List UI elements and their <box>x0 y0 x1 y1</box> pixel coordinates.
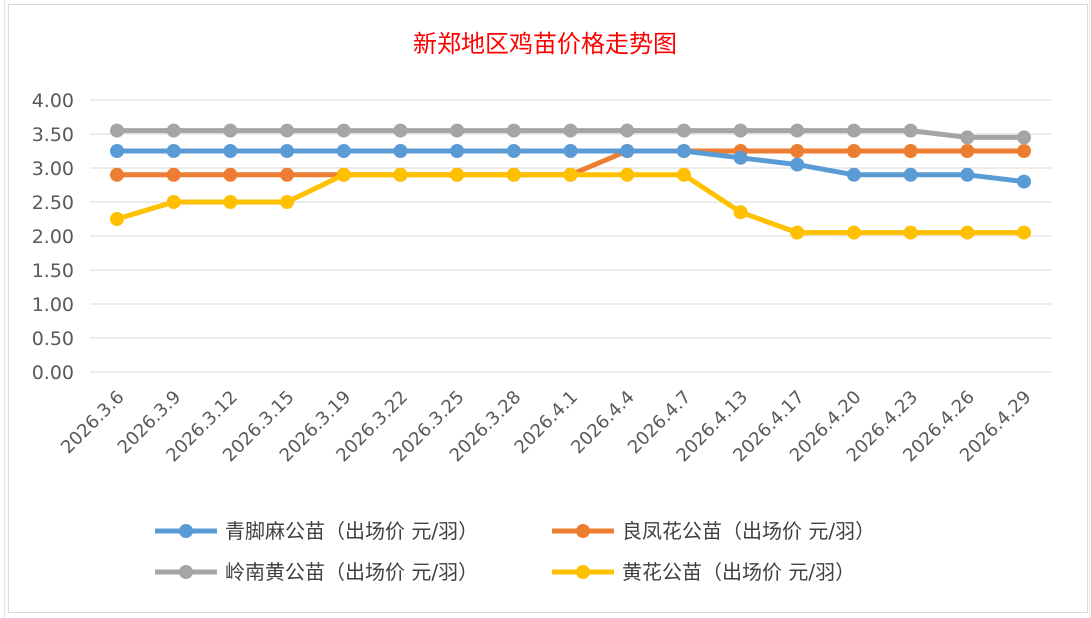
y-tick-label: 3.50 <box>32 124 74 146</box>
y-tick-label: 3.00 <box>32 158 74 180</box>
legend-entry[interactable]: 良凤花公苗（出场价 元/羽） <box>552 519 875 543</box>
data-point[interactable] <box>903 123 918 138</box>
y-tick-label: 4.00 <box>32 90 74 112</box>
y-tick-label: 1.50 <box>32 260 74 282</box>
data-point[interactable] <box>166 123 181 138</box>
data-point[interactable] <box>733 150 748 165</box>
data-point[interactable] <box>450 144 465 158</box>
data-point[interactable] <box>903 225 918 240</box>
data-point[interactable] <box>336 123 351 138</box>
data-point[interactable] <box>393 167 408 182</box>
data-point[interactable] <box>960 225 975 240</box>
data-point[interactable] <box>790 225 805 240</box>
data-point[interactable] <box>166 195 181 209</box>
data-point[interactable] <box>563 167 578 182</box>
data-point[interactable] <box>393 144 408 158</box>
data-point[interactable] <box>110 167 124 182</box>
x-axis-ticks: 2026.3.62026.3.92026.3.122026.3.152026.3… <box>57 387 1036 467</box>
legend-entry[interactable]: 黄花公苗（出场价 元/羽） <box>552 560 855 584</box>
data-point[interactable] <box>506 123 521 138</box>
data-point[interactable] <box>223 167 238 182</box>
data-point[interactable] <box>733 123 748 138</box>
series-lines <box>110 123 1031 240</box>
data-point[interactable] <box>110 144 124 158</box>
data-point[interactable] <box>506 144 521 158</box>
data-point[interactable] <box>846 144 861 158</box>
y-tick-label: 2.00 <box>32 226 74 248</box>
data-point[interactable] <box>393 123 408 138</box>
data-point[interactable] <box>280 167 295 182</box>
legend-swatch-marker <box>576 524 590 538</box>
data-point[interactable] <box>280 123 295 138</box>
legend-label: 青脚麻公苗（出场价 元/羽） <box>225 519 478 543</box>
legend-label: 黄花公苗（出场价 元/羽） <box>622 560 855 584</box>
data-point[interactable] <box>563 123 578 138</box>
data-point[interactable] <box>733 205 748 220</box>
data-point[interactable] <box>280 195 295 209</box>
legend-label: 岭南黄公苗（出场价 元/羽） <box>225 560 478 584</box>
data-point[interactable] <box>563 144 578 158</box>
legend-entry[interactable]: 岭南黄公苗（出场价 元/羽） <box>155 560 478 584</box>
sheet-gridline <box>4 0 5 618</box>
data-point[interactable] <box>620 123 635 138</box>
data-point[interactable] <box>1017 225 1031 240</box>
data-point[interactable] <box>960 144 975 158</box>
data-point[interactable] <box>1017 144 1031 158</box>
series-path <box>114 172 1027 236</box>
data-point[interactable] <box>846 167 861 182</box>
data-point[interactable] <box>676 123 691 138</box>
data-point[interactable] <box>110 212 124 226</box>
y-tick-label: 1.00 <box>32 294 74 316</box>
data-point[interactable] <box>903 144 918 158</box>
y-tick-label: 2.50 <box>32 192 74 214</box>
series-line[interactable] <box>110 167 1031 240</box>
legend-swatch-marker <box>179 524 193 538</box>
data-point[interactable] <box>790 157 805 172</box>
data-point[interactable] <box>676 144 691 158</box>
data-point[interactable] <box>846 225 861 240</box>
data-point[interactable] <box>336 144 351 158</box>
data-point[interactable] <box>1017 130 1031 145</box>
data-point[interactable] <box>620 144 635 158</box>
y-tick-label: 0.50 <box>32 328 74 350</box>
data-point[interactable] <box>903 167 918 182</box>
data-point[interactable] <box>166 144 181 158</box>
data-point[interactable] <box>166 167 181 182</box>
series-line[interactable] <box>110 123 1031 145</box>
data-point[interactable] <box>223 195 238 209</box>
data-point[interactable] <box>110 123 124 138</box>
legend[interactable]: 青脚麻公苗（出场价 元/羽） 良凤花公苗（出场价 元/羽） 岭南黄公苗（出场价 元/… <box>155 519 875 584</box>
data-point[interactable] <box>223 123 238 138</box>
data-point[interactable] <box>1017 174 1031 189</box>
chart-area[interactable] <box>8 4 1088 613</box>
y-axis-ticks: 0.00 0.50 1.00 1.50 2.00 2.50 3.00 3.50 4.00 <box>32 90 74 384</box>
data-point[interactable] <box>676 167 691 182</box>
data-point[interactable] <box>280 144 295 158</box>
legend-swatch-marker <box>576 565 590 579</box>
data-point[interactable] <box>223 144 238 158</box>
data-point[interactable] <box>960 167 975 182</box>
y-tick-label: 0.00 <box>32 362 74 384</box>
legend-label: 良凤花公苗（出场价 元/羽） <box>622 519 875 543</box>
chart-title: 新郑地区鸡苗价格走势图 <box>413 30 677 58</box>
data-point[interactable] <box>960 130 975 145</box>
sheet-gridline <box>1089 0 1090 618</box>
data-point[interactable] <box>450 167 465 182</box>
data-point[interactable] <box>336 167 351 182</box>
legend-entry[interactable]: 青脚麻公苗（出场价 元/羽） <box>155 519 478 543</box>
data-point[interactable] <box>506 167 521 182</box>
data-point[interactable] <box>790 144 805 158</box>
series-line[interactable] <box>110 144 1031 189</box>
data-point[interactable] <box>620 167 635 182</box>
legend-swatch-marker <box>179 565 193 579</box>
data-point[interactable] <box>846 123 861 138</box>
data-point[interactable] <box>790 123 805 138</box>
data-point[interactable] <box>450 123 465 138</box>
